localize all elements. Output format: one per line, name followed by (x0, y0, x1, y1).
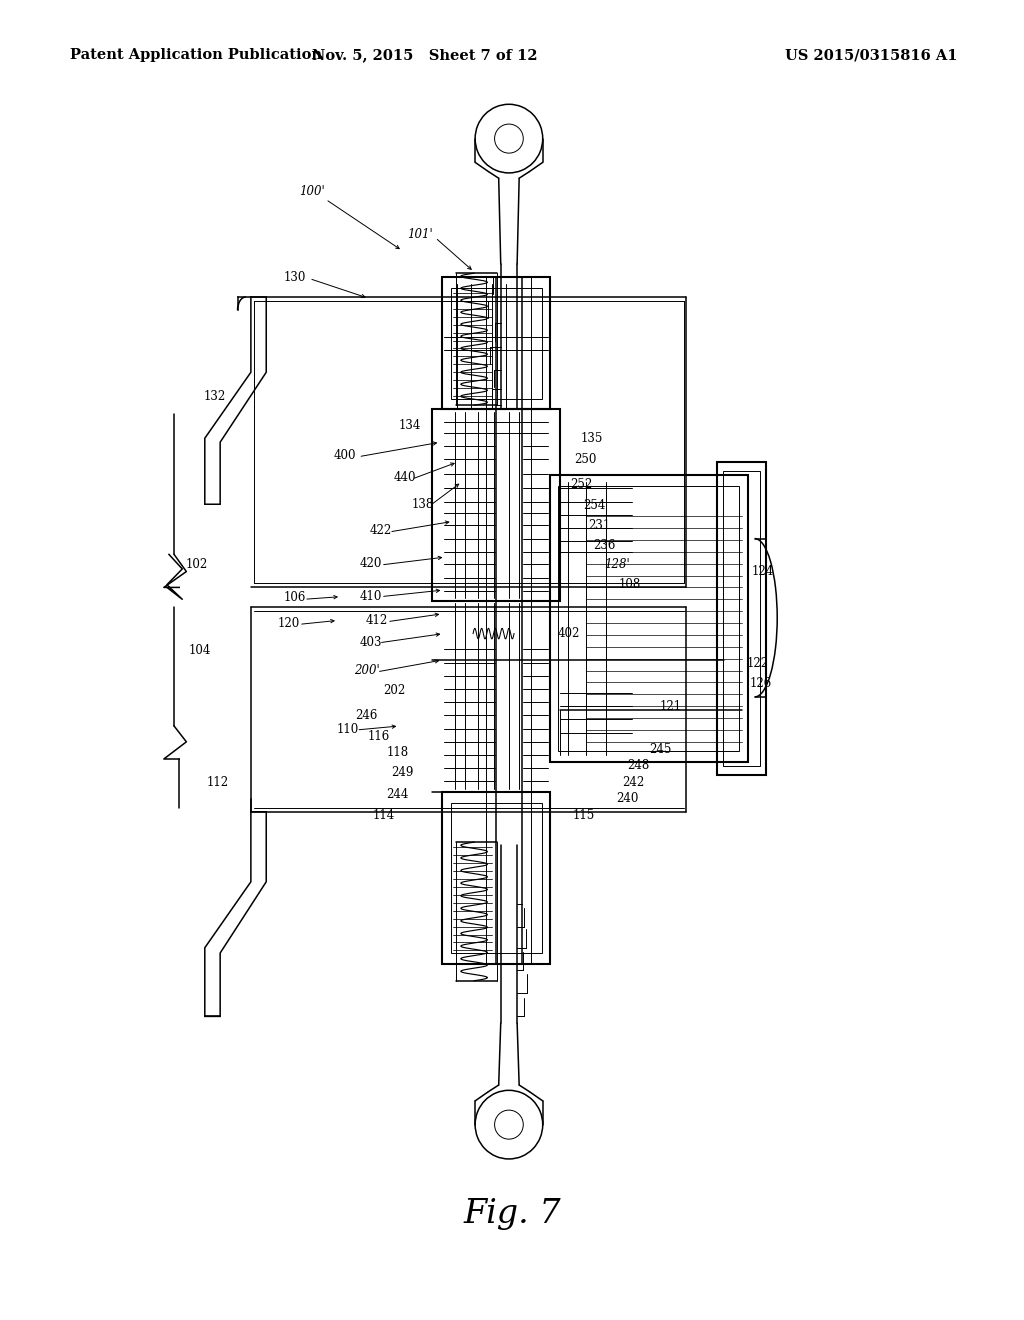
Text: 100': 100' (299, 185, 326, 198)
Text: 134: 134 (398, 418, 421, 432)
Text: 249: 249 (391, 766, 414, 779)
Text: 132: 132 (204, 389, 226, 403)
Text: 440: 440 (393, 471, 416, 484)
Text: 116: 116 (368, 730, 390, 743)
Text: 403: 403 (359, 636, 382, 649)
Text: 202: 202 (383, 684, 406, 697)
Text: 242: 242 (622, 776, 644, 789)
Text: 104: 104 (188, 644, 211, 657)
Text: 420: 420 (359, 557, 382, 570)
Text: 102: 102 (185, 558, 208, 572)
Text: 112: 112 (207, 776, 229, 789)
Text: 412: 412 (366, 614, 388, 627)
Bar (451, 803, 542, 953)
Text: 254: 254 (583, 499, 605, 512)
Text: 130: 130 (284, 271, 306, 284)
Bar (451, 288, 542, 399)
Text: 135: 135 (581, 432, 603, 445)
Text: 248: 248 (627, 759, 649, 772)
Bar (723, 471, 760, 766)
Text: 400: 400 (334, 449, 356, 462)
Text: 200': 200' (353, 664, 380, 677)
Text: 114: 114 (373, 809, 395, 822)
Text: 108: 108 (618, 578, 641, 591)
Bar (442, 792, 550, 964)
Text: US 2015/0315816 A1: US 2015/0315816 A1 (785, 49, 957, 62)
Text: 120: 120 (278, 616, 300, 630)
Text: Fig. 7: Fig. 7 (463, 1199, 561, 1230)
Text: 101': 101' (407, 228, 433, 242)
Text: 252: 252 (570, 478, 593, 491)
Text: 244: 244 (386, 788, 409, 801)
Text: 245: 245 (649, 743, 672, 756)
Text: 121: 121 (659, 700, 682, 713)
Text: 250: 250 (574, 453, 597, 466)
Bar (558, 486, 739, 751)
Text: 138: 138 (412, 498, 434, 511)
Text: 410: 410 (359, 590, 382, 603)
Text: Patent Application Publication: Patent Application Publication (70, 49, 322, 62)
Bar (717, 462, 766, 775)
Bar (550, 475, 748, 762)
Text: 124: 124 (752, 565, 774, 578)
Text: 240: 240 (616, 792, 639, 805)
Bar (432, 409, 560, 601)
Text: 110: 110 (337, 723, 359, 737)
Text: 106: 106 (284, 591, 306, 605)
Text: 126: 126 (750, 677, 772, 690)
Text: 118: 118 (386, 746, 409, 759)
Text: 422: 422 (370, 524, 392, 537)
Text: 231: 231 (588, 519, 610, 532)
Text: 128': 128' (604, 558, 631, 572)
Bar (442, 277, 550, 409)
Text: 115: 115 (572, 809, 595, 822)
Text: 402: 402 (557, 627, 580, 640)
Text: 236: 236 (593, 539, 615, 552)
Text: 122: 122 (746, 657, 769, 671)
Text: 246: 246 (355, 709, 378, 722)
Text: Nov. 5, 2015   Sheet 7 of 12: Nov. 5, 2015 Sheet 7 of 12 (312, 49, 538, 62)
